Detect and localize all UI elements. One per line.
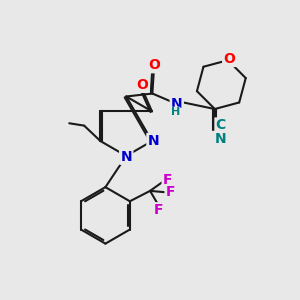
Text: F: F bbox=[163, 173, 172, 187]
Text: N: N bbox=[171, 97, 183, 111]
Text: O: O bbox=[148, 58, 160, 72]
Text: F: F bbox=[154, 203, 164, 218]
Text: N: N bbox=[214, 132, 226, 146]
Text: O: O bbox=[136, 78, 148, 92]
Text: O: O bbox=[224, 52, 235, 66]
Text: N: N bbox=[120, 149, 132, 164]
Text: F: F bbox=[166, 185, 175, 200]
Text: C: C bbox=[215, 118, 225, 132]
Text: H: H bbox=[171, 107, 180, 117]
Text: N: N bbox=[148, 134, 159, 148]
